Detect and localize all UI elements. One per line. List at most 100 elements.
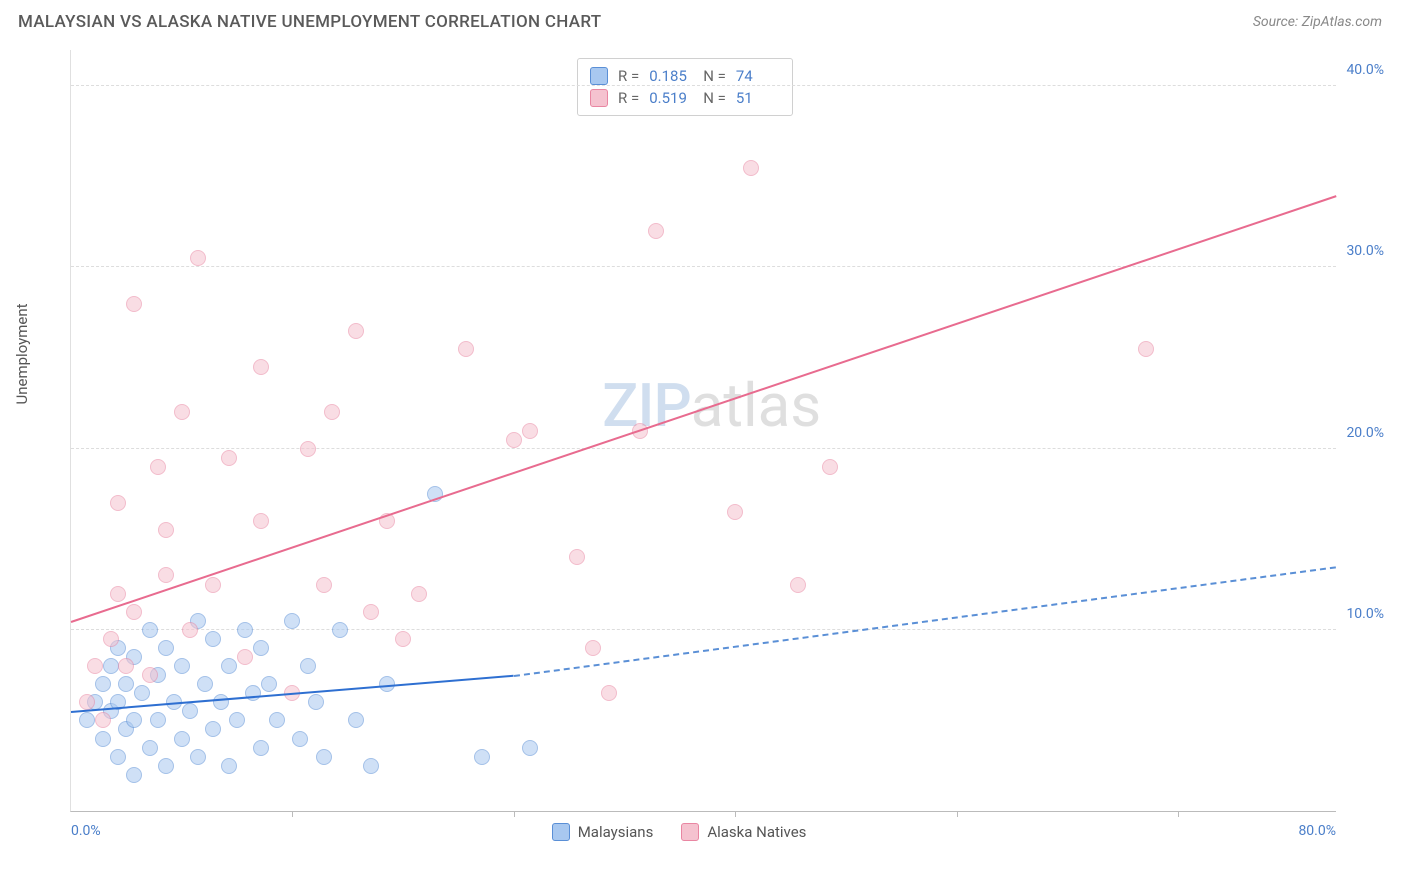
data-point (253, 513, 269, 529)
legend-swatch (590, 89, 608, 107)
data-point (110, 495, 126, 511)
data-point (506, 432, 522, 448)
data-point (95, 731, 111, 747)
data-point (158, 522, 174, 538)
data-point (95, 676, 111, 692)
x-tick-label: 0.0% (71, 823, 101, 839)
data-point (261, 676, 277, 692)
data-point (126, 604, 142, 620)
data-point (411, 586, 427, 602)
data-point (237, 649, 253, 665)
gridline (71, 266, 1336, 267)
data-point (245, 685, 261, 701)
data-point (458, 341, 474, 357)
data-point (363, 604, 379, 620)
n-label: N = (703, 89, 726, 107)
data-point (197, 676, 213, 692)
legend-item: Malaysians (552, 823, 654, 841)
data-point (348, 712, 364, 728)
legend-item: Alaska Natives (681, 823, 806, 841)
data-point (158, 640, 174, 656)
data-point (743, 160, 759, 176)
trend-line (514, 566, 1336, 677)
x-tick-mark (1178, 811, 1179, 817)
legend-label: Malaysians (578, 823, 654, 841)
data-point (221, 658, 237, 674)
data-point (253, 740, 269, 756)
data-point (324, 404, 340, 420)
legend-swatch (552, 823, 570, 841)
legend-swatch (590, 67, 608, 85)
data-point (158, 758, 174, 774)
n-value: 74 (736, 67, 780, 85)
data-point (174, 731, 190, 747)
data-point (110, 749, 126, 765)
data-point (150, 459, 166, 475)
data-point (308, 694, 324, 710)
data-point (253, 359, 269, 375)
chart-source: Source: ZipAtlas.com (1253, 14, 1382, 30)
chart-header: MALAYSIAN VS ALASKA NATIVE UNEMPLOYMENT … (0, 0, 1406, 40)
x-tick-mark (292, 811, 293, 817)
y-axis-label: Unemployment (13, 303, 31, 404)
data-point (237, 622, 253, 638)
data-point (134, 685, 150, 701)
data-point (300, 441, 316, 457)
stat-row: R =0.519N =51 (590, 87, 780, 109)
data-point (79, 712, 95, 728)
data-point (790, 577, 806, 593)
data-point (348, 323, 364, 339)
data-point (150, 712, 166, 728)
data-point (213, 694, 229, 710)
n-value: 51 (736, 89, 780, 107)
data-point (569, 549, 585, 565)
data-point (95, 712, 111, 728)
x-tick-mark (735, 811, 736, 817)
data-point (284, 613, 300, 629)
data-point (395, 631, 411, 647)
data-point (316, 749, 332, 765)
data-point (118, 676, 134, 692)
data-point (822, 459, 838, 475)
data-point (142, 740, 158, 756)
data-point (182, 622, 198, 638)
r-label: R = (618, 89, 639, 107)
x-tick-mark (957, 811, 958, 817)
data-point (648, 223, 664, 239)
data-point (118, 658, 134, 674)
data-point (474, 749, 490, 765)
y-tick-label: 20.0% (1346, 425, 1384, 441)
data-point (229, 712, 245, 728)
y-tick-label: 30.0% (1346, 243, 1384, 259)
data-point (221, 450, 237, 466)
gridline (71, 448, 1336, 449)
data-point (79, 694, 95, 710)
series-legend: Malaysians Alaska Natives (552, 823, 807, 841)
data-point (174, 658, 190, 674)
data-point (190, 250, 206, 266)
data-point (1138, 341, 1154, 357)
data-point (300, 658, 316, 674)
r-label: R = (618, 67, 639, 85)
data-point (103, 631, 119, 647)
data-point (126, 296, 142, 312)
data-point (110, 586, 126, 602)
data-point (316, 577, 332, 593)
data-point (142, 667, 158, 683)
chart-title: MALAYSIAN VS ALASKA NATIVE UNEMPLOYMENT … (18, 12, 601, 32)
n-label: N = (703, 67, 726, 85)
data-point (126, 712, 142, 728)
data-point (292, 731, 308, 747)
correlation-stat-box: R =0.185N =74R =0.519N =51 (577, 58, 793, 116)
data-point (269, 712, 285, 728)
y-tick-label: 10.0% (1346, 606, 1384, 622)
gridline (71, 85, 1336, 86)
x-tick-mark (514, 811, 515, 817)
data-point (158, 567, 174, 583)
stat-row: R =0.185N =74 (590, 65, 780, 87)
data-point (727, 504, 743, 520)
data-point (87, 658, 103, 674)
data-point (205, 577, 221, 593)
trend-line (71, 195, 1337, 623)
data-point (174, 404, 190, 420)
